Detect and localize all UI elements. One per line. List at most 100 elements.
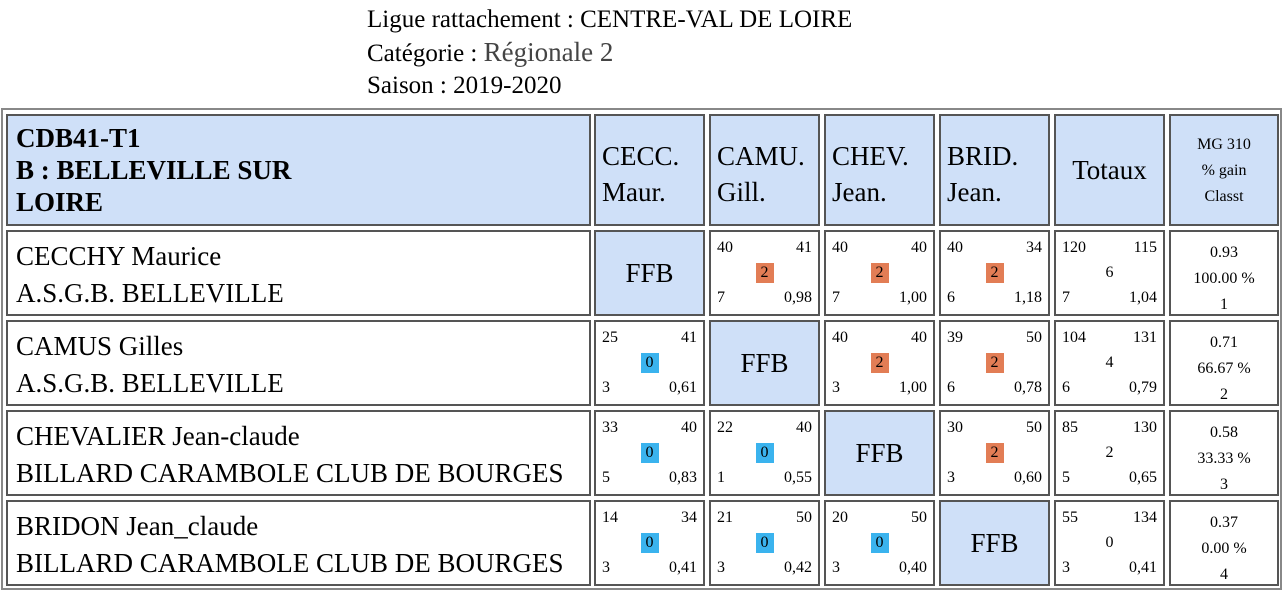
score-points: 40 bbox=[717, 239, 733, 256]
ffb-label: FFB bbox=[625, 257, 674, 288]
categorie-line: Catégorie : Régionale 2 bbox=[367, 36, 852, 70]
match-result-cell: 21 50 3 0,42 0 bbox=[709, 500, 820, 586]
totals-header: Totaux bbox=[1054, 114, 1165, 226]
score-points: 30 bbox=[947, 419, 963, 436]
score-serie: 3 bbox=[717, 559, 725, 576]
score-serie: 3 bbox=[1062, 559, 1070, 576]
results-table: CDB41-T1 B : BELLEVILLE SUR LOIRE CECC. … bbox=[1, 108, 1282, 590]
ffb-label: FFB bbox=[970, 527, 1019, 558]
player-name: BRIDON Jean_claude bbox=[16, 511, 259, 541]
player-cell: CECCHY Maurice A.S.G.B. BELLEVILLE bbox=[6, 230, 591, 316]
score-reprises: 50 bbox=[796, 509, 812, 526]
mg-gain: 66.67 % bbox=[1197, 360, 1251, 377]
totals-header-label: Totaux bbox=[1072, 154, 1147, 185]
player-cell: CHEVALIER Jean-claude BILLARD CARAMBOLE C… bbox=[6, 410, 591, 496]
match-result-cell: 40 41 7 0,98 2 bbox=[709, 230, 820, 316]
mg-classt: 3 bbox=[1220, 476, 1228, 493]
ffb-cell: FFB bbox=[939, 500, 1050, 586]
match-result-cell: 39 50 6 0,78 2 bbox=[939, 320, 1050, 406]
score-reprises: 41 bbox=[796, 239, 812, 256]
ffb-cell: FFB bbox=[709, 320, 820, 406]
totals-points: 4 bbox=[1105, 354, 1114, 371]
match-points-win: 2 bbox=[985, 443, 1004, 463]
score-serie: 6 bbox=[947, 289, 955, 306]
score-moyenne: 0,78 bbox=[1014, 379, 1042, 396]
totals-points: 6 bbox=[1105, 264, 1114, 281]
match-points-win: 2 bbox=[870, 263, 889, 283]
match-points-win: 2 bbox=[755, 263, 774, 283]
score-serie: 1 bbox=[717, 469, 725, 486]
score-reprises: 115 bbox=[1133, 239, 1157, 256]
opponent-header-line2: Gill. bbox=[717, 177, 766, 207]
score-reprises: 40 bbox=[681, 419, 697, 436]
score-serie: 6 bbox=[1062, 379, 1070, 396]
opponent-header-cecc: CECC. Maur. bbox=[594, 114, 705, 226]
totals-points: 2 bbox=[1105, 444, 1114, 461]
opponent-header-line2: Jean. bbox=[832, 177, 887, 207]
player-cell: BRIDON Jean_claude BILLARD CARAMBOLE CLUB… bbox=[6, 500, 591, 586]
opponent-header-line2: Maur. bbox=[602, 177, 666, 207]
saison-label: Saison : bbox=[367, 72, 454, 99]
score-points: 21 bbox=[717, 509, 733, 526]
score-points: 20 bbox=[832, 509, 848, 526]
match-points-loss: 0 bbox=[640, 533, 659, 553]
score-points: 40 bbox=[947, 239, 963, 256]
match-result-cell: 33 40 5 0,83 0 bbox=[594, 410, 705, 496]
score-serie: 3 bbox=[832, 559, 840, 576]
score-moyenne: 0,83 bbox=[669, 469, 697, 486]
score-reprises: 131 bbox=[1133, 329, 1157, 346]
totals-cell: 55 134 3 0,41 0 bbox=[1054, 500, 1165, 586]
score-reprises: 40 bbox=[911, 329, 927, 346]
match-result-cell: 30 50 3 0,60 2 bbox=[939, 410, 1050, 496]
ffb-cell: FFB bbox=[824, 410, 935, 496]
score-moyenne: 1,00 bbox=[899, 379, 927, 396]
mg-classt: 4 bbox=[1220, 566, 1228, 583]
match-result-cell: 40 40 7 1,00 2 bbox=[824, 230, 935, 316]
score-points: 25 bbox=[602, 329, 618, 346]
ffb-label: FFB bbox=[740, 347, 789, 378]
mg-classt: 2 bbox=[1220, 386, 1228, 403]
score-serie: 6 bbox=[947, 379, 955, 396]
score-serie: 3 bbox=[947, 469, 955, 486]
score-serie: 7 bbox=[1062, 289, 1070, 306]
score-reprises: 50 bbox=[1026, 329, 1042, 346]
score-points: 22 bbox=[717, 419, 733, 436]
player-club: BILLARD CARAMBOLE CLUB DE BOURGES bbox=[16, 458, 564, 488]
match-points-loss: 0 bbox=[870, 533, 889, 553]
categorie-value: Régionale 2 bbox=[483, 37, 614, 67]
score-serie: 5 bbox=[1062, 469, 1070, 486]
score-moyenne: 0,55 bbox=[784, 469, 812, 486]
mg-moyenne: 0.58 bbox=[1210, 424, 1238, 441]
totals-cell: 104 131 6 0,79 4 bbox=[1054, 320, 1165, 406]
score-reprises: 41 bbox=[681, 329, 697, 346]
totals-cell: 120 115 7 1,04 6 bbox=[1054, 230, 1165, 316]
opponent-header-camu: CAMU. Gill. bbox=[709, 114, 820, 226]
mg-moyenne: 0.93 bbox=[1210, 244, 1238, 261]
match-result-cell: 20 50 3 0,40 0 bbox=[824, 500, 935, 586]
score-moyenne: 0,61 bbox=[669, 379, 697, 396]
mg-moyenne: 0.37 bbox=[1210, 514, 1238, 531]
score-reprises: 134 bbox=[1133, 509, 1157, 526]
mg-moyenne: 0.71 bbox=[1210, 334, 1238, 351]
opponent-header-line1: CHEV. bbox=[832, 141, 909, 171]
mg-gain: 0.00 % bbox=[1201, 540, 1247, 557]
team-name-line1: B : BELLEVILLE SUR bbox=[16, 155, 292, 185]
score-points: 104 bbox=[1062, 329, 1086, 346]
score-reprises: 50 bbox=[1026, 419, 1042, 436]
ligue-line: Ligue rattachement : CENTRE-VAL DE LOIRE bbox=[367, 4, 852, 36]
mg-classt: 1 bbox=[1220, 296, 1228, 313]
opponent-header-brid: BRID. Jean. bbox=[939, 114, 1050, 226]
match-points-loss: 0 bbox=[640, 443, 659, 463]
mg-cell: 0.37 0.00 % 4 bbox=[1169, 500, 1279, 586]
match-result-cell: 40 34 6 1,18 2 bbox=[939, 230, 1050, 316]
score-serie: 5 bbox=[602, 469, 610, 486]
player-name: CAMUS Gilles bbox=[16, 331, 184, 361]
score-moyenne: 0,42 bbox=[784, 559, 812, 576]
score-points: 33 bbox=[602, 419, 618, 436]
mg-cell: 0.93 100.00 % 1 bbox=[1169, 230, 1279, 316]
team-header-cell: CDB41-T1 B : BELLEVILLE SUR LOIRE bbox=[6, 114, 591, 226]
match-result-cell: 14 34 3 0,41 0 bbox=[594, 500, 705, 586]
saison-value: 2019-2020 bbox=[453, 72, 562, 99]
ffb-cell: FFB bbox=[594, 230, 705, 316]
opponent-header-line1: BRID. bbox=[947, 141, 1019, 171]
